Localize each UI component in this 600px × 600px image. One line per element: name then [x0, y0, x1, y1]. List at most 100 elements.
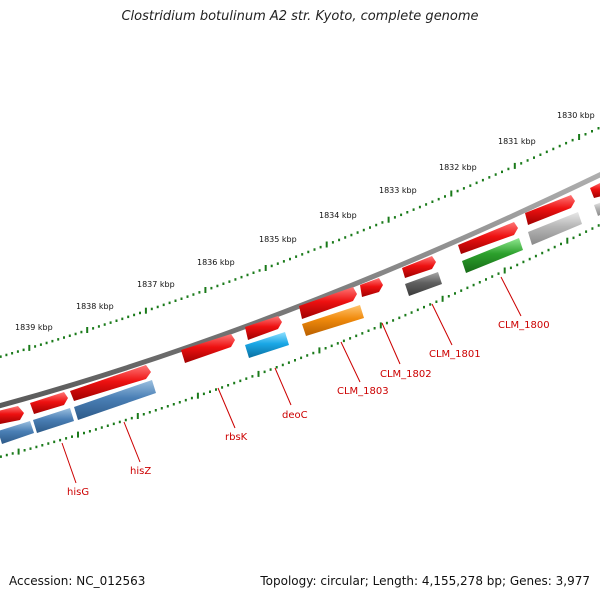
minor-tick — [251, 375, 254, 378]
minor-tick — [533, 156, 535, 159]
gene-arrow[interactable] — [245, 316, 282, 340]
leader-hisZ — [123, 421, 141, 463]
minor-tick — [507, 167, 510, 171]
accession-text: Accession: NC_012563 — [9, 574, 146, 588]
gene-label-CLM_1801[interactable]: CLM_1801 — [429, 349, 481, 360]
gene-arrow[interactable] — [525, 195, 575, 225]
minor-tick — [392, 319, 395, 322]
minor-tick — [478, 281, 481, 284]
minor-tick — [252, 271, 255, 274]
leader-CLM_1800 — [500, 276, 522, 317]
minor-tick — [45, 341, 48, 345]
minor-tick — [516, 263, 519, 267]
gene-label-hisG[interactable]: hisG — [67, 487, 89, 498]
minor-tick — [234, 278, 237, 281]
minor-tick — [591, 130, 593, 133]
gene-arrow[interactable] — [402, 256, 436, 278]
minor-tick — [263, 370, 266, 374]
minor-tick — [83, 431, 85, 435]
gene-CLM_1803-bar[interactable] — [302, 305, 364, 336]
major-tick — [144, 307, 147, 314]
leader-CLM_1803 — [340, 341, 361, 383]
minor-tick — [300, 356, 303, 360]
minor-tick — [57, 338, 60, 341]
minor-tick — [92, 327, 95, 330]
minor-tick — [469, 184, 472, 187]
minor-tick — [398, 316, 401, 320]
gene-deoC-bar[interactable] — [245, 332, 289, 358]
minor-tick — [362, 228, 365, 232]
gene-arrow[interactable] — [594, 202, 600, 216]
gene-label-hisZ[interactable]: hisZ — [130, 466, 151, 477]
gene-arrow[interactable] — [299, 287, 357, 319]
major-tick — [17, 448, 20, 455]
minor-tick — [127, 315, 130, 319]
minor-tick — [162, 303, 165, 307]
major-tick — [441, 295, 444, 302]
minor-tick — [356, 231, 359, 234]
minor-tick — [558, 144, 561, 148]
gene-arrow[interactable] — [0, 406, 24, 424]
gene-CLM_1801-bar[interactable] — [405, 272, 442, 296]
kbp-label-1832: 1832 kbp — [439, 163, 477, 172]
minor-tick — [5, 353, 8, 357]
major-tick — [318, 347, 321, 354]
major-tick — [86, 327, 89, 333]
minor-tick — [301, 253, 304, 256]
minor-tick — [324, 347, 327, 350]
gene-arrow[interactable] — [33, 408, 74, 433]
minor-tick — [41, 444, 44, 447]
forward-strand-genes — [0, 182, 600, 424]
major-tick — [204, 287, 207, 293]
minor-tick — [539, 153, 542, 156]
minor-tick — [472, 283, 475, 287]
gene-hisG-bar[interactable] — [0, 421, 34, 444]
gene-label-CLM_1800[interactable]: CLM_1800 — [498, 320, 550, 331]
minor-tick — [306, 354, 309, 357]
minor-tick — [209, 390, 211, 393]
minor-tick — [491, 275, 494, 278]
minor-tick — [53, 440, 56, 444]
minor-tick — [381, 221, 384, 224]
gene-arrow[interactable] — [458, 222, 518, 254]
minor-tick — [80, 330, 83, 334]
gene-arrow[interactable] — [528, 212, 582, 245]
minor-tick — [34, 345, 37, 348]
gene-arrow[interactable] — [360, 278, 383, 297]
gene-arrow[interactable] — [70, 365, 151, 401]
gene-label-CLM_1802[interactable]: CLM_1802 — [380, 369, 432, 380]
leader-CLM_1802 — [381, 322, 401, 365]
minor-tick — [65, 437, 68, 440]
minor-tick — [68, 334, 71, 337]
minor-tick — [276, 262, 279, 265]
minor-tick — [258, 269, 261, 272]
minor-tick — [336, 342, 339, 345]
minor-tick — [393, 216, 396, 219]
gene-label-rbsK[interactable]: rbsK — [225, 432, 248, 443]
gene-label-deoC[interactable]: deoC — [282, 410, 308, 421]
genome-backbone — [0, 172, 600, 409]
gene-arrow[interactable] — [590, 182, 600, 198]
gene-label-CLM_1803[interactable]: CLM_1803 — [337, 386, 389, 397]
minor-tick — [71, 435, 73, 438]
gene-CLM_1800-bar[interactable] — [462, 238, 523, 273]
major-tick — [77, 431, 79, 438]
gene-arrow[interactable] — [30, 392, 68, 414]
kbp-label-1833: 1833 kbp — [379, 186, 417, 195]
minor-tick — [282, 260, 285, 263]
gene-labels: hisG hisZ rbsK deoC CLM_1803 CLM_1802 CL… — [67, 320, 550, 498]
minor-tick — [121, 317, 124, 321]
minor-tick — [294, 359, 296, 362]
gene-arrow[interactable] — [181, 334, 235, 363]
minor-tick — [269, 368, 272, 371]
gene-hisZ-bar[interactable] — [74, 380, 156, 420]
major-tick — [503, 267, 506, 274]
minor-tick — [456, 189, 459, 193]
minor-tick — [488, 176, 491, 179]
minor-tick — [115, 319, 118, 322]
minor-tick — [178, 401, 181, 404]
minor-tick — [462, 187, 465, 190]
minor-tick — [423, 305, 425, 309]
minor-tick — [552, 147, 555, 151]
minor-tick — [246, 273, 249, 277]
